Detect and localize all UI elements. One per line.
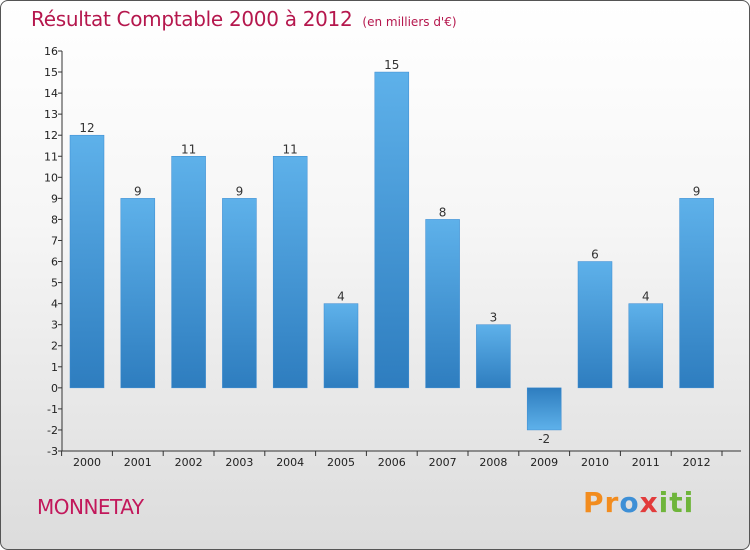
data-label-2003: 9 [236,184,244,198]
y-tick-label: 12 [44,129,58,142]
data-label-2009: -2 [538,432,550,446]
x-tick-label: 2011 [632,456,660,469]
y-tick-label: 16 [44,45,58,58]
y-tick-label: -2 [47,424,58,437]
y-tick-label: 15 [44,66,58,79]
bar-2006 [374,71,410,389]
chart-data-labels: 12 9 11 9 11 4 15 8 3 -2 6 4 9 [79,58,700,446]
x-tick-label: 2012 [683,456,711,469]
y-tick-label: 1 [51,361,58,374]
x-tick-label: 2009 [530,456,558,469]
x-tick-label: 2004 [276,456,304,469]
data-label-2006: 15 [384,58,399,72]
y-tick-label: 9 [51,192,58,205]
commune-name: MONNETAY [37,495,144,519]
y-tick-label: 10 [44,171,58,184]
chart-bars [69,71,714,431]
bar-2008 [476,324,511,389]
bar-2000 [69,134,105,389]
x-tick-label: 2005 [327,456,355,469]
bar-2011 [628,303,664,389]
data-label-2002: 11 [181,142,196,156]
bar-2012 [679,198,714,389]
y-tick-label: 0 [51,382,58,395]
bar-2002 [171,156,206,389]
y-tick-label: 8 [51,213,58,226]
bar-2005 [323,303,359,389]
data-label-2008: 3 [490,311,498,325]
x-tick-label: 2000 [73,456,101,469]
chart-title: Résultat Comptable 2000 à 2012 (en millie… [31,7,457,31]
data-label-2004: 11 [283,142,298,156]
y-tick-label: 13 [44,108,58,121]
y-tick-label: -3 [47,445,58,458]
x-tick-label: 2003 [225,456,253,469]
title-text: Résultat Comptable 2000 à 2012 [31,7,353,31]
y-tick-label: 11 [44,150,58,163]
unit-text: (en milliers d'€) [362,15,457,29]
data-label-2012: 9 [693,184,701,198]
proxiti-logo: Proxiti [583,486,695,519]
bar-2009 [526,387,562,431]
y-tick-label: 6 [51,256,58,269]
data-label-2011: 4 [642,290,650,304]
x-tick-label: 2007 [429,456,457,469]
y-tick-label: 3 [51,319,58,332]
bar-2003 [222,198,257,389]
y-tick-label: 5 [51,277,58,290]
x-tick-label: 2010 [581,456,609,469]
bar-2004 [272,156,308,389]
bar-2001 [120,198,156,389]
y-tick-label: 2 [51,340,58,353]
bar-2010 [577,261,613,389]
data-label-2010: 6 [591,248,599,262]
x-tick-label: 2006 [378,456,406,469]
data-label-2000: 12 [79,121,94,135]
y-tick-label: 14 [44,87,58,100]
data-label-2001: 9 [134,184,142,198]
bar-2007 [425,219,460,389]
x-tick-label: 2008 [479,456,507,469]
data-label-2007: 8 [439,205,447,219]
x-tick-label: 2001 [124,456,152,469]
y-tick-label: 7 [51,234,58,247]
y-tick-label: -1 [47,403,58,416]
data-label-2005: 4 [337,290,345,304]
x-tick-label: 2002 [175,456,203,469]
y-tick-label: 4 [51,298,58,311]
